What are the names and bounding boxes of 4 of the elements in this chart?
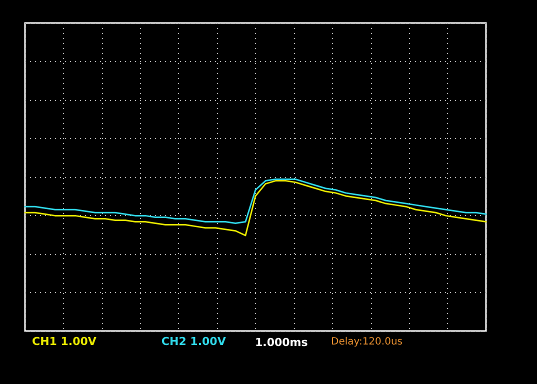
text: CH2 1.00V	[161, 335, 226, 348]
text: CH1 1.00V	[32, 335, 97, 348]
text: Delay:120.0us	[331, 336, 402, 348]
text: 1.000ms	[255, 336, 308, 349]
